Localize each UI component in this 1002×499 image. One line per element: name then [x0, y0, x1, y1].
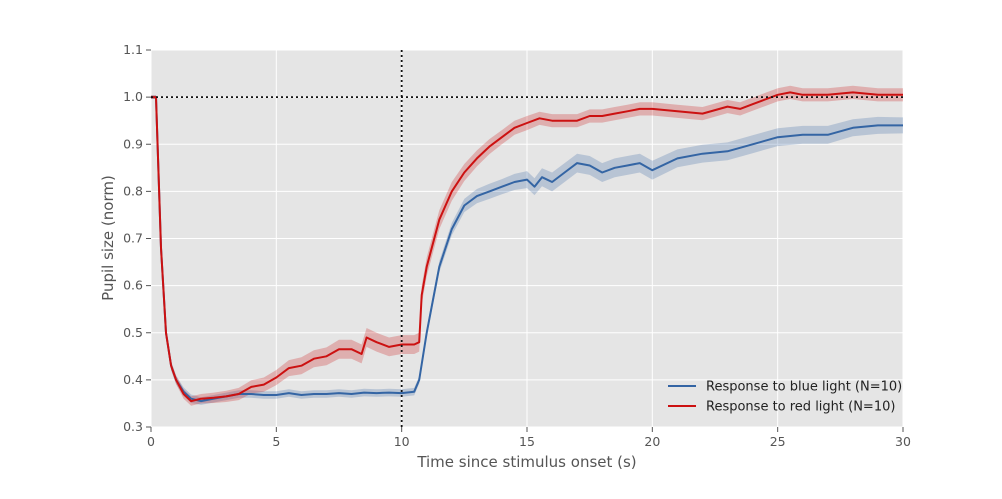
- line-red: [151, 91, 903, 403]
- y-tick-label: 1.0: [123, 89, 143, 104]
- x-axis-ticks: 0 5 10 15 20 25 30: [147, 427, 911, 449]
- series-lines: [151, 91, 903, 403]
- reference-lines: [151, 50, 903, 427]
- y-tick-label: 0.5: [123, 325, 143, 340]
- y-tick-label: 1.1: [123, 42, 143, 57]
- x-tick-label: 25: [770, 434, 786, 449]
- x-tick-label: 10: [394, 434, 410, 449]
- y-tick-label: 0.7: [123, 231, 143, 246]
- x-tick-label: 20: [644, 434, 660, 449]
- x-tick-label: 30: [895, 434, 911, 449]
- y-axis-ticks: 0.3 0.4 0.5 0.6 0.7 0.8 0.9 1.0 1.1: [123, 42, 151, 434]
- y-tick-label: 0.3: [123, 419, 143, 434]
- legend: Response to blue light (N=10) Response to…: [668, 380, 902, 415]
- y-tick-label: 0.8: [123, 183, 143, 198]
- x-tick-label: 0: [147, 434, 155, 449]
- x-axis-label: Time since stimulus onset (s): [416, 453, 636, 471]
- x-tick-label: 5: [272, 434, 280, 449]
- y-tick-label: 0.9: [123, 136, 143, 151]
- legend-label: Response to blue light (N=10): [706, 380, 902, 395]
- legend-label: Response to red light (N=10): [706, 400, 895, 415]
- x-tick-label: 15: [519, 434, 535, 449]
- y-axis-label: Pupil size (norm): [99, 175, 117, 301]
- band-blue: [151, 95, 903, 405]
- confidence-bands: [151, 85, 903, 406]
- y-tick-label: 0.6: [123, 278, 143, 293]
- y-tick-label: 0.4: [123, 372, 143, 387]
